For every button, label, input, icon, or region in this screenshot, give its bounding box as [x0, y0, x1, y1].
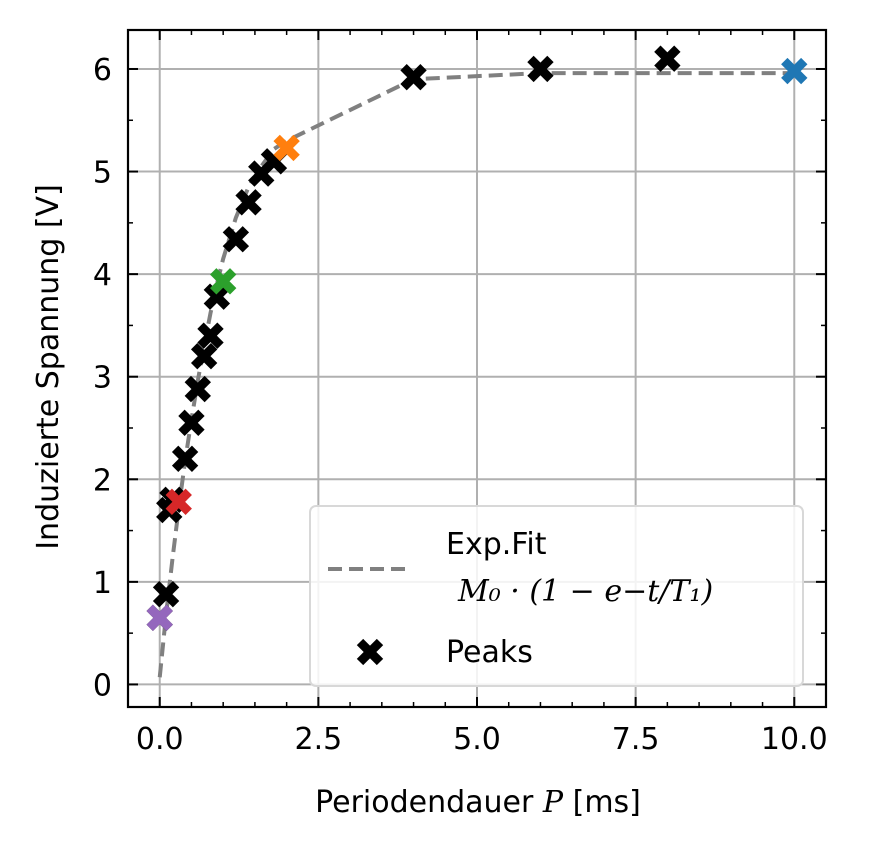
peak-marker — [235, 189, 262, 216]
x-axis-label: Periodendauer P [ms] — [315, 785, 641, 820]
legend-peaks-marker-glyph — [356, 638, 384, 666]
highlighted-peak-marker — [273, 134, 300, 162]
marker-layer — [146, 45, 808, 631]
x-tick-label: 2.5 — [295, 722, 343, 757]
x-tick-label: 10.0 — [761, 722, 828, 757]
peak-marker — [171, 445, 199, 472]
y-tick-label: 3 — [93, 361, 112, 396]
legend-box — [309, 505, 804, 687]
peak-marker — [203, 283, 231, 310]
y-tick-label: 6 — [93, 53, 112, 88]
peak-marker — [197, 322, 224, 349]
x-tick-label: 7.5 — [612, 722, 660, 757]
legend-fit-label-line1: Exp.Fit — [446, 527, 547, 562]
ticks: 0.0 2.5 5.0 7.5 10.0 0 1 2 3 4 5 6 — [93, 30, 828, 757]
legend-peaks-marker — [356, 638, 384, 666]
peak-marker — [222, 226, 250, 253]
y-axis-label: Induzierte Spannung [V] — [31, 184, 66, 550]
peak-marker — [184, 375, 211, 403]
legend: Exp.Fit M₀ · (1 − e−t/T₁) Peaks — [309, 505, 804, 687]
peak-marker — [400, 64, 427, 91]
legend-fit-label-line2: M₀ · (1 − e−t/T₁) — [457, 574, 713, 609]
highlighted-peak-marker — [165, 488, 192, 516]
legend-peaks-label: Peaks — [446, 635, 533, 670]
y-tick-label: 0 — [93, 668, 112, 703]
y-tick-label: 5 — [93, 156, 112, 191]
peak-marker — [654, 45, 681, 72]
highlighted-peak-marker — [209, 268, 237, 295]
peak-marker — [178, 409, 205, 437]
highlighted-peak-marker — [781, 57, 808, 85]
highlighted-peak-marker — [146, 604, 173, 631]
x-tick-label: 0.0 — [136, 722, 184, 757]
x-tick-label: 5.0 — [453, 722, 501, 757]
y-tick-label: 1 — [93, 566, 112, 601]
peak-marker — [527, 55, 554, 83]
peak-marker — [152, 580, 180, 608]
peak-marker — [190, 343, 218, 370]
y-tick-label: 2 — [93, 463, 112, 498]
plot-frame — [126, 28, 828, 709]
y-tick-label: 4 — [93, 258, 112, 293]
